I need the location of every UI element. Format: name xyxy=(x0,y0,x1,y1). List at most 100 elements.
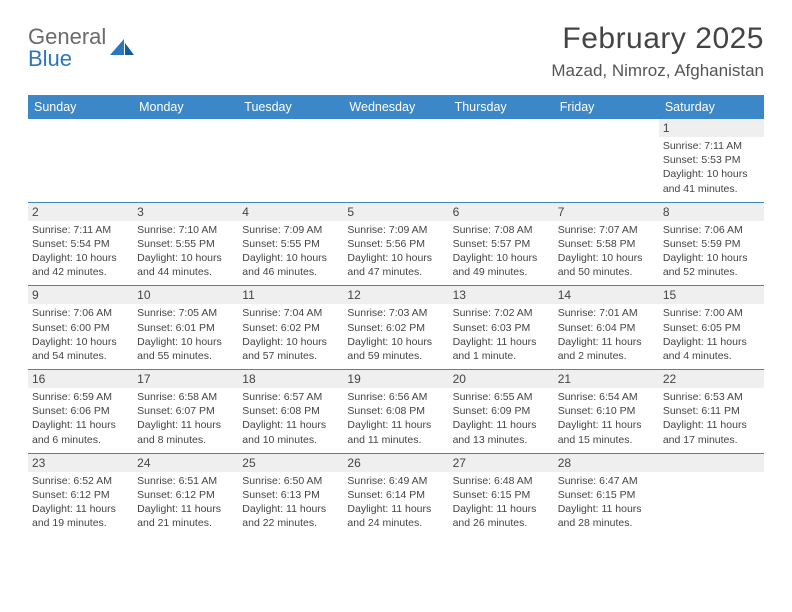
day-cell: Sunrise: 7:00 AMSunset: 6:05 PMDaylight:… xyxy=(659,304,764,369)
day-number-cell xyxy=(554,119,659,137)
weekday-row: Sunday Monday Tuesday Wednesday Thursday… xyxy=(28,95,764,119)
day-info: Sunrise: 7:03 AMSunset: 6:02 PMDaylight:… xyxy=(345,304,446,363)
day-info: Sunrise: 6:54 AMSunset: 6:10 PMDaylight:… xyxy=(556,388,657,447)
day-cell: Sunrise: 6:49 AMSunset: 6:14 PMDaylight:… xyxy=(343,472,448,537)
day-info: Sunrise: 7:11 AMSunset: 5:54 PMDaylight:… xyxy=(30,221,131,280)
day-info: Sunrise: 7:05 AMSunset: 6:01 PMDaylight:… xyxy=(135,304,236,363)
day-cell: Sunrise: 6:48 AMSunset: 6:15 PMDaylight:… xyxy=(449,472,554,537)
day-number-row: 9101112131415 xyxy=(28,286,764,304)
day-number-cell: 26 xyxy=(343,454,448,472)
day-cell xyxy=(449,137,554,202)
day-cell: Sunrise: 6:55 AMSunset: 6:09 PMDaylight:… xyxy=(449,388,554,453)
day-number-cell: 1 xyxy=(659,119,764,137)
day-cell: Sunrise: 7:11 AMSunset: 5:53 PMDaylight:… xyxy=(659,137,764,202)
day-cell: Sunrise: 7:09 AMSunset: 5:56 PMDaylight:… xyxy=(343,221,448,286)
day-number-cell: 17 xyxy=(133,370,238,388)
calendar-page: General Blue February 2025 Mazad, Nimroz… xyxy=(0,0,792,612)
day-cell: Sunrise: 6:58 AMSunset: 6:07 PMDaylight:… xyxy=(133,388,238,453)
location-text: Mazad, Nimroz, Afghanistan xyxy=(551,61,764,81)
day-info-row: Sunrise: 6:59 AMSunset: 6:06 PMDaylight:… xyxy=(28,388,764,453)
day-number-cell xyxy=(28,119,133,137)
title-block: February 2025 Mazad, Nimroz, Afghanistan xyxy=(551,22,764,81)
day-number-cell: 5 xyxy=(343,203,448,221)
day-number-cell: 27 xyxy=(449,454,554,472)
day-number-cell: 20 xyxy=(449,370,554,388)
day-number-row: 2345678 xyxy=(28,203,764,221)
day-info-row: Sunrise: 7:06 AMSunset: 6:00 PMDaylight:… xyxy=(28,304,764,369)
day-info: Sunrise: 7:07 AMSunset: 5:58 PMDaylight:… xyxy=(556,221,657,280)
day-info: Sunrise: 6:51 AMSunset: 6:12 PMDaylight:… xyxy=(135,472,236,531)
weekday-header: Saturday xyxy=(659,95,764,119)
day-number-cell xyxy=(343,119,448,137)
day-cell xyxy=(343,137,448,202)
day-number-cell xyxy=(133,119,238,137)
day-info: Sunrise: 6:48 AMSunset: 6:15 PMDaylight:… xyxy=(451,472,552,531)
day-info: Sunrise: 7:04 AMSunset: 6:02 PMDaylight:… xyxy=(240,304,341,363)
day-cell xyxy=(659,472,764,537)
day-cell: Sunrise: 7:02 AMSunset: 6:03 PMDaylight:… xyxy=(449,304,554,369)
day-info: Sunrise: 7:11 AMSunset: 5:53 PMDaylight:… xyxy=(661,137,762,196)
day-info: Sunrise: 6:47 AMSunset: 6:15 PMDaylight:… xyxy=(556,472,657,531)
day-info: Sunrise: 6:50 AMSunset: 6:13 PMDaylight:… xyxy=(240,472,341,531)
brand-sail-icon xyxy=(110,39,134,57)
day-cell: Sunrise: 6:52 AMSunset: 6:12 PMDaylight:… xyxy=(28,472,133,537)
day-number-cell: 6 xyxy=(449,203,554,221)
day-number-cell: 3 xyxy=(133,203,238,221)
weekday-header: Tuesday xyxy=(238,95,343,119)
day-number-cell: 18 xyxy=(238,370,343,388)
day-number-cell: 21 xyxy=(554,370,659,388)
day-number-cell: 23 xyxy=(28,454,133,472)
day-number-cell: 25 xyxy=(238,454,343,472)
day-info: Sunrise: 7:00 AMSunset: 6:05 PMDaylight:… xyxy=(661,304,762,363)
day-number-cell xyxy=(449,119,554,137)
month-title: February 2025 xyxy=(551,22,764,55)
brand-text: General Blue xyxy=(28,26,106,70)
day-number-cell xyxy=(659,454,764,472)
day-number-cell: 28 xyxy=(554,454,659,472)
day-number-cell: 7 xyxy=(554,203,659,221)
calendar-head: Sunday Monday Tuesday Wednesday Thursday… xyxy=(28,95,764,119)
day-info-row: Sunrise: 7:11 AMSunset: 5:54 PMDaylight:… xyxy=(28,221,764,286)
day-cell: Sunrise: 7:04 AMSunset: 6:02 PMDaylight:… xyxy=(238,304,343,369)
day-cell: Sunrise: 6:59 AMSunset: 6:06 PMDaylight:… xyxy=(28,388,133,453)
day-info: Sunrise: 7:10 AMSunset: 5:55 PMDaylight:… xyxy=(135,221,236,280)
day-cell: Sunrise: 7:05 AMSunset: 6:01 PMDaylight:… xyxy=(133,304,238,369)
day-info: Sunrise: 6:56 AMSunset: 6:08 PMDaylight:… xyxy=(345,388,446,447)
calendar-table: Sunday Monday Tuesday Wednesday Thursday… xyxy=(28,95,764,536)
brand-logo: General Blue xyxy=(28,22,134,70)
day-cell: Sunrise: 6:57 AMSunset: 6:08 PMDaylight:… xyxy=(238,388,343,453)
day-number-cell: 4 xyxy=(238,203,343,221)
day-info: Sunrise: 6:55 AMSunset: 6:09 PMDaylight:… xyxy=(451,388,552,447)
weekday-header: Wednesday xyxy=(343,95,448,119)
day-number-cell: 8 xyxy=(659,203,764,221)
day-info: Sunrise: 7:09 AMSunset: 5:56 PMDaylight:… xyxy=(345,221,446,280)
day-info: Sunrise: 6:59 AMSunset: 6:06 PMDaylight:… xyxy=(30,388,131,447)
day-number-cell: 14 xyxy=(554,286,659,304)
day-number-cell: 12 xyxy=(343,286,448,304)
brand-name-bottom: Blue xyxy=(28,48,106,70)
day-cell: Sunrise: 7:09 AMSunset: 5:55 PMDaylight:… xyxy=(238,221,343,286)
day-number-cell: 19 xyxy=(343,370,448,388)
day-number-cell: 22 xyxy=(659,370,764,388)
day-info: Sunrise: 6:57 AMSunset: 6:08 PMDaylight:… xyxy=(240,388,341,447)
day-info-row: Sunrise: 6:52 AMSunset: 6:12 PMDaylight:… xyxy=(28,472,764,537)
day-number-cell: 15 xyxy=(659,286,764,304)
day-number-row: 232425262728 xyxy=(28,454,764,472)
day-info: Sunrise: 6:52 AMSunset: 6:12 PMDaylight:… xyxy=(30,472,131,531)
day-number-cell: 13 xyxy=(449,286,554,304)
day-info: Sunrise: 7:06 AMSunset: 5:59 PMDaylight:… xyxy=(661,221,762,280)
day-info: Sunrise: 6:58 AMSunset: 6:07 PMDaylight:… xyxy=(135,388,236,447)
day-number-cell: 11 xyxy=(238,286,343,304)
calendar-body: 1Sunrise: 7:11 AMSunset: 5:53 PMDaylight… xyxy=(28,119,764,536)
day-info: Sunrise: 7:09 AMSunset: 5:55 PMDaylight:… xyxy=(240,221,341,280)
day-cell: Sunrise: 6:53 AMSunset: 6:11 PMDaylight:… xyxy=(659,388,764,453)
day-info: Sunrise: 7:01 AMSunset: 6:04 PMDaylight:… xyxy=(556,304,657,363)
day-cell xyxy=(238,137,343,202)
day-cell: Sunrise: 7:07 AMSunset: 5:58 PMDaylight:… xyxy=(554,221,659,286)
day-info-row: Sunrise: 7:11 AMSunset: 5:53 PMDaylight:… xyxy=(28,137,764,202)
day-cell xyxy=(554,137,659,202)
weekday-header: Friday xyxy=(554,95,659,119)
day-cell: Sunrise: 7:06 AMSunset: 5:59 PMDaylight:… xyxy=(659,221,764,286)
day-cell: Sunrise: 7:10 AMSunset: 5:55 PMDaylight:… xyxy=(133,221,238,286)
day-info: Sunrise: 6:53 AMSunset: 6:11 PMDaylight:… xyxy=(661,388,762,447)
